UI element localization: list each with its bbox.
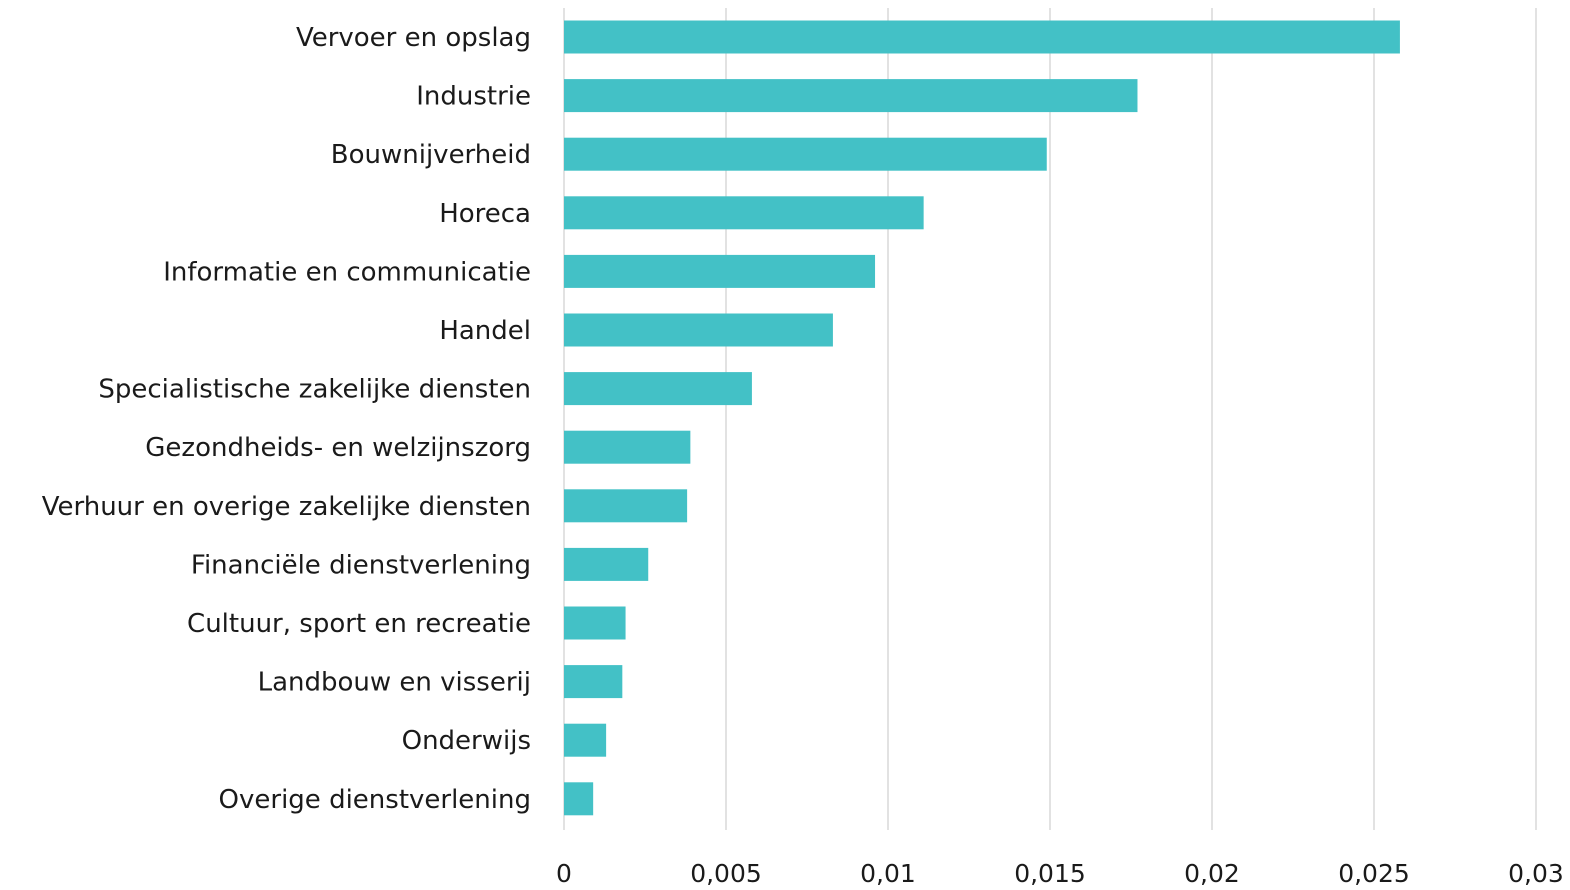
bar: [564, 489, 688, 523]
x-axis-tick-labels: 0 0,005 0,01 0,015 0,02 0,025 0,03: [556, 859, 1564, 888]
bar: [564, 782, 594, 816]
x-tick-label: 0,01: [860, 859, 916, 888]
bar: [564, 137, 1047, 171]
bar: [564, 79, 1138, 113]
bar: [564, 372, 752, 406]
x-tick-label: 0,015: [1014, 859, 1086, 888]
category-label: Gezondheids- en welzijnszorg: [145, 433, 531, 463]
bar: [564, 723, 607, 757]
category-label: Informatie en communicatie: [163, 257, 531, 287]
bar: [564, 665, 623, 699]
x-tick-label: 0,02: [1184, 859, 1240, 888]
bar: [564, 313, 833, 347]
bar: [564, 254, 876, 288]
category-label: Landbouw en visserij: [258, 668, 531, 698]
category-labels: Vervoer en opslag Industrie Bouwnijverheid…: [42, 23, 531, 815]
bar: [564, 547, 649, 581]
bar: [564, 196, 924, 230]
category-label: Industrie: [416, 82, 531, 112]
category-label: Horeca: [439, 199, 531, 229]
category-label: Financiële dienstverlening: [191, 550, 531, 580]
category-label: Specialistische zakelijke diensten: [98, 375, 531, 405]
bar: [564, 606, 626, 640]
category-label: Handel: [439, 316, 531, 346]
x-tick-label: 0,025: [1338, 859, 1410, 888]
bars: [564, 20, 1400, 816]
category-label: Verhuur en overige zakelijke diensten: [42, 492, 531, 522]
category-label: Overige dienstverlening: [219, 785, 531, 815]
x-tick-label: 0: [556, 859, 572, 888]
category-label: Onderwijs: [402, 726, 531, 756]
x-tick-label: 0,03: [1508, 859, 1564, 888]
category-label: Vervoer en opslag: [296, 23, 531, 53]
bar: [564, 20, 1400, 54]
gridlines: [563, 8, 1537, 830]
category-label: Bouwnijverheid: [331, 140, 531, 170]
category-label: Cultuur, sport en recreatie: [187, 609, 531, 639]
x-tick-label: 0,005: [690, 859, 762, 888]
bar: [564, 430, 691, 464]
